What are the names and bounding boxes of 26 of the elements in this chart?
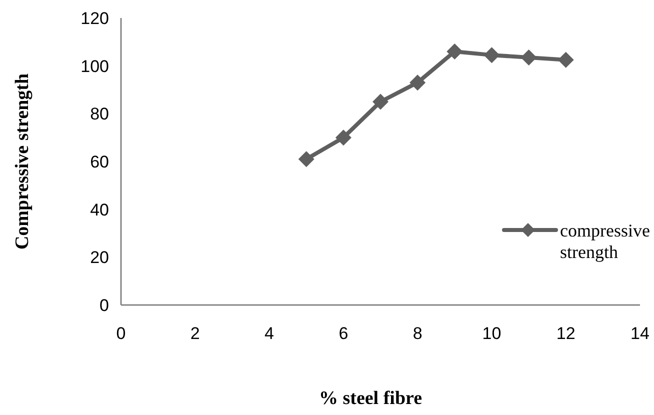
x-tick-label: 0 (116, 324, 126, 343)
y-axis-title: Compressive strength (12, 73, 33, 250)
x-tick-label: 6 (338, 324, 348, 343)
x-tick-label: 10 (482, 324, 502, 343)
x-tick-label: 8 (412, 324, 422, 343)
y-tick-label: 100 (80, 56, 109, 76)
y-tick-label: 80 (90, 104, 109, 124)
x-tick-label: 4 (264, 324, 274, 343)
point (558, 52, 574, 68)
point (520, 49, 537, 66)
point (372, 94, 388, 110)
y-tick-label: 0 (100, 296, 109, 315)
x-axis-title: % steel fibre (318, 388, 422, 409)
point (484, 47, 500, 64)
point (298, 151, 314, 168)
x-tick-label: 2 (190, 324, 200, 343)
y-tick-label: 120 (80, 8, 109, 28)
point (335, 130, 352, 146)
y-tick-label: 40 (90, 200, 109, 220)
x-tick-label: 14 (630, 324, 650, 343)
point (446, 43, 463, 60)
y-tick-label: 20 (90, 248, 109, 268)
legend-label: compressive strength (560, 220, 650, 262)
x-tick-label: 12 (556, 324, 576, 343)
y-tick-label: 60 (90, 152, 109, 172)
point (410, 74, 426, 91)
